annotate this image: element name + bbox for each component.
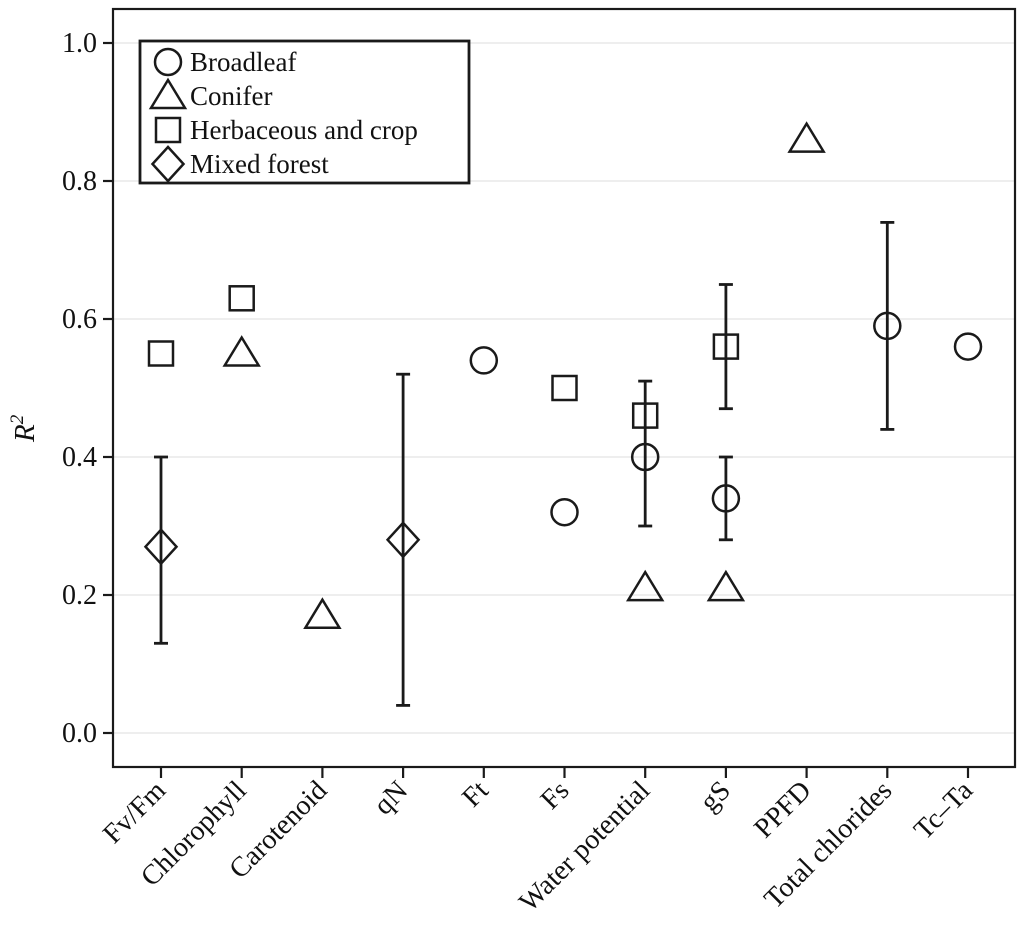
square-marker-icon bbox=[154, 116, 182, 144]
legend-label: Broadleaf bbox=[190, 47, 296, 77]
x-tick-label-tc–ta: Tc–Ta bbox=[908, 775, 979, 846]
point-broadleaf-gs bbox=[711, 484, 741, 513]
legend-label: Conifer bbox=[190, 81, 272, 111]
circle-marker-icon bbox=[153, 47, 183, 77]
data-points bbox=[143, 121, 983, 629]
point-mixed-forest-fv/fm bbox=[143, 527, 179, 566]
error-bar-Water potential bbox=[638, 379, 653, 528]
legend-item-herbaceous-and-crop: Herbaceous and crop bbox=[154, 115, 418, 145]
x-tick-label-gs: gS bbox=[694, 775, 737, 818]
legend-item-mixed-forest: Mixed forest bbox=[150, 145, 329, 183]
legend-item-broadleaf: Broadleaf bbox=[153, 47, 296, 77]
error-bar-qN bbox=[396, 372, 411, 707]
legend: Broadleaf Conifer Herbaceous and crop Mixed… bbox=[138, 39, 471, 185]
legend-item-conifer: Conifer bbox=[148, 77, 272, 111]
point-broadleaf-ft bbox=[469, 346, 499, 375]
y-tick-label-0.0: 0.0 bbox=[62, 718, 97, 749]
y-tick-label-0.2: 0.2 bbox=[62, 580, 97, 611]
error-bars bbox=[154, 220, 895, 707]
x-tick-label-ft: Ft bbox=[456, 775, 495, 814]
point-herbaceous-and-crop-fv/fm bbox=[147, 340, 175, 367]
point-conifer-chlorophyll bbox=[222, 335, 261, 367]
point-mixed-forest-qn bbox=[385, 520, 421, 559]
point-broadleaf-water-potential bbox=[630, 442, 660, 472]
point-broadleaf-tc–ta bbox=[953, 332, 983, 361]
error-bar-gS bbox=[718, 283, 733, 411]
y-tick-label-1.0: 1.0 bbox=[62, 28, 97, 59]
legend-box bbox=[138, 39, 471, 185]
y-tick-label-0.8: 0.8 bbox=[62, 166, 97, 197]
y-axis-label: R2 bbox=[7, 414, 41, 443]
error-bar-Fv/Fm bbox=[154, 455, 168, 645]
error-bar-Total chlorides bbox=[880, 220, 895, 431]
x-tick-label-ppfd: PPFD bbox=[748, 775, 817, 844]
point-conifer-ppfd bbox=[787, 121, 826, 153]
point-conifer-water-potential bbox=[625, 569, 665, 602]
point-conifer-gs bbox=[706, 569, 746, 602]
y-tick-label-0.6: 0.6 bbox=[62, 304, 97, 335]
legend-label: Herbaceous and crop bbox=[190, 115, 418, 145]
point-herbaceous-and-crop-gs bbox=[712, 333, 740, 360]
x-tick-label-qn: qN bbox=[368, 775, 414, 821]
point-herbaceous-and-crop-water-potential bbox=[631, 402, 659, 429]
point-broadleaf-fs bbox=[550, 497, 579, 527]
y-axis: 0.0 0.2 0.4 0.6 0.8 1.0 bbox=[62, 28, 113, 749]
x-tick-label-fv/fm: Fv/Fm bbox=[97, 775, 172, 850]
point-broadleaf-total-chlorides bbox=[873, 311, 902, 341]
y-tick-label-0.4: 0.4 bbox=[62, 442, 97, 473]
diamond-marker-icon bbox=[150, 145, 186, 183]
x-tick-label-water-potential: Water potential bbox=[513, 775, 656, 918]
x-tick-label-fs: Fs bbox=[535, 775, 576, 816]
point-conifer-carotenoid bbox=[303, 597, 342, 629]
triangle-marker-icon bbox=[148, 77, 188, 110]
error-bar-gS bbox=[718, 455, 733, 542]
point-herbaceous-and-crop-chlorophyll bbox=[228, 285, 255, 312]
point-herbaceous-and-crop-fs bbox=[551, 374, 578, 402]
legend-label: Mixed forest bbox=[190, 149, 329, 179]
